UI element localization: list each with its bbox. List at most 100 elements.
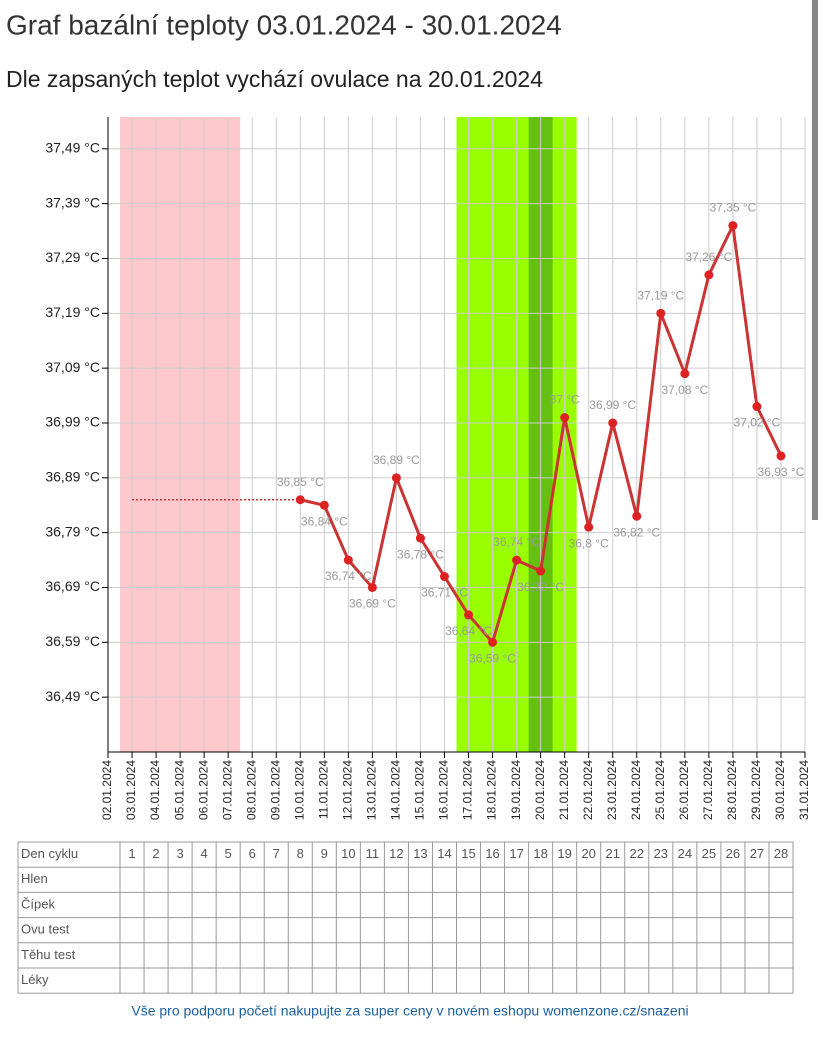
data-label: 36,59 °C <box>469 652 516 666</box>
table-day: 9 <box>321 846 328 861</box>
table-day: 18 <box>533 846 547 861</box>
data-label: 36,64 °C <box>445 624 492 638</box>
data-label: 37 °C <box>550 393 580 407</box>
x-tick-label: 29.01.2024 <box>749 760 763 820</box>
x-tick-label: 23.01.2024 <box>605 760 619 820</box>
table-day: 24 <box>678 846 692 861</box>
y-tick-label: 36,99 °C <box>45 414 100 430</box>
x-tick-label: 22.01.2024 <box>581 760 595 820</box>
x-tick-label: 17.01.2024 <box>461 760 475 820</box>
y-tick-label: 36,49 °C <box>45 688 100 704</box>
data-label: 36,74 °C <box>325 569 372 583</box>
point <box>343 555 353 565</box>
point <box>367 582 377 592</box>
y-tick-label: 37,19 °C <box>45 304 100 320</box>
table-row-label: Čípek <box>21 896 55 911</box>
data-label: 37,26 °C <box>685 250 732 264</box>
table-day: 22 <box>630 846 644 861</box>
data-label: 36,84 °C <box>301 514 348 528</box>
table-day: 3 <box>176 846 183 861</box>
table-day: 12 <box>389 846 403 861</box>
table-day: 6 <box>249 846 256 861</box>
x-tick-label: 16.01.2024 <box>437 760 451 820</box>
data-label: 36,8 °C <box>569 536 609 550</box>
x-tick-label: 10.01.2024 <box>292 760 306 820</box>
data-label: 36,72 °C <box>517 580 564 594</box>
x-tick-label: 21.01.2024 <box>557 760 571 820</box>
table-day: 28 <box>774 846 788 861</box>
point <box>680 369 690 379</box>
table-row-label: Hlen <box>21 871 48 886</box>
y-tick-label: 37,39 °C <box>45 194 100 210</box>
x-tick-label: 11.01.2024 <box>316 760 330 819</box>
x-tick-label: 12.01.2024 <box>341 760 355 820</box>
table-day: 26 <box>726 846 740 861</box>
point <box>560 413 570 423</box>
x-tick-label: 31.01.2024 <box>797 760 811 820</box>
footer-text[interactable]: Vše pro podporu početí nakupujte za supe… <box>131 1003 688 1019</box>
point <box>776 451 786 461</box>
table-row-label: Těhu test <box>21 947 76 962</box>
chart-title: Graf bazální teploty 03.01.2024 - 30.01.… <box>6 9 562 40</box>
table-header: Den cyklu <box>21 846 78 861</box>
y-tick-label: 36,69 °C <box>45 578 100 594</box>
data-label: 37,19 °C <box>637 288 684 302</box>
table-day: 8 <box>297 846 304 861</box>
point <box>536 566 546 576</box>
data-label: 36,71 °C <box>421 586 468 600</box>
x-tick-label: 15.01.2024 <box>413 760 427 820</box>
point <box>608 418 618 428</box>
x-tick-label: 13.01.2024 <box>365 760 379 820</box>
data-label: 37,08 °C <box>661 383 708 397</box>
y-tick-label: 37,09 °C <box>45 359 100 375</box>
point <box>656 308 666 318</box>
x-tick-label: 04.01.2024 <box>148 760 162 820</box>
x-tick-label: 28.01.2024 <box>725 760 739 820</box>
x-tick-label: 24.01.2024 <box>629 760 643 820</box>
data-label: 36,74 °C <box>493 535 540 549</box>
point <box>632 511 642 521</box>
table-day: 23 <box>654 846 668 861</box>
x-tick-label: 02.01.2024 <box>100 760 114 820</box>
data-label: 36,82 °C <box>613 525 660 539</box>
x-tick-label: 08.01.2024 <box>244 760 258 820</box>
data-label: 36,93 °C <box>758 465 805 479</box>
scrollbar <box>812 0 818 520</box>
y-tick-label: 36,89 °C <box>45 469 100 485</box>
table-day: 11 <box>366 846 380 861</box>
data-label: 36,89 °C <box>373 453 420 467</box>
x-tick-label: 20.01.2024 <box>533 760 547 820</box>
x-tick-label: 03.01.2024 <box>124 760 138 820</box>
table-day: 20 <box>581 846 595 861</box>
table-day: 10 <box>341 846 355 861</box>
point <box>464 610 474 620</box>
data-label: 36,69 °C <box>349 597 396 611</box>
table-day: 19 <box>557 846 571 861</box>
x-tick-label: 18.01.2024 <box>485 760 499 820</box>
data-label: 36,85 °C <box>277 475 324 489</box>
table-day: 15 <box>461 846 475 861</box>
data-label: 36,99 °C <box>589 398 636 412</box>
x-tick-label: 14.01.2024 <box>389 760 403 820</box>
x-tick-label: 09.01.2024 <box>268 760 282 820</box>
x-tick-label: 25.01.2024 <box>653 760 667 820</box>
point <box>512 555 522 565</box>
y-tick-label: 36,79 °C <box>45 523 100 539</box>
x-tick-label: 05.01.2024 <box>172 760 186 820</box>
point <box>752 402 762 412</box>
table-row-label: Léky <box>21 972 49 987</box>
x-tick-label: 19.01.2024 <box>509 760 523 820</box>
x-tick-label: 07.01.2024 <box>220 760 234 820</box>
table-day: 16 <box>485 846 499 861</box>
y-tick-label: 37,49 °C <box>45 140 100 156</box>
table-day: 14 <box>437 846 451 861</box>
data-label: 37,02 °C <box>734 416 781 430</box>
table-day: 27 <box>750 846 764 861</box>
table-day: 4 <box>201 846 208 861</box>
point <box>415 533 425 543</box>
table-day: 13 <box>413 846 427 861</box>
point <box>704 270 714 280</box>
footer-link[interactable]: Vše pro podporu početí nakupujte za supe… <box>131 1003 688 1019</box>
